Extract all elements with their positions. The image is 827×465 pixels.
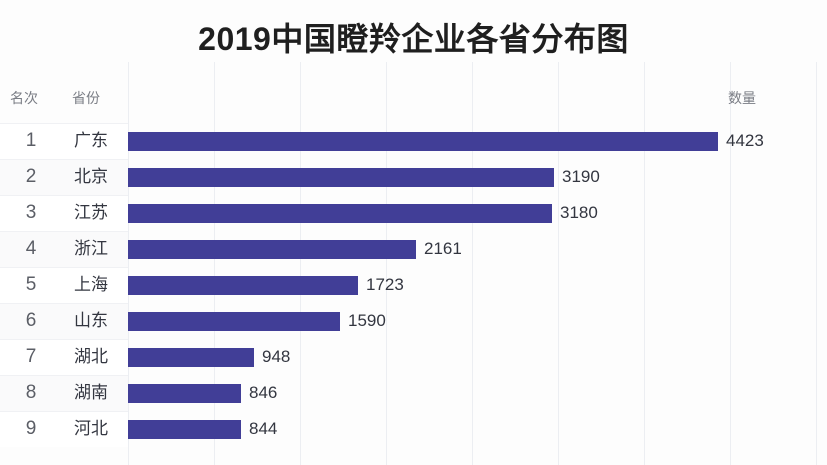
bar-track: 1723 <box>128 267 827 303</box>
bar[interactable] <box>128 348 254 367</box>
row-label-background <box>0 123 128 159</box>
row-label-background <box>0 375 128 411</box>
bar-value-label: 846 <box>249 383 278 402</box>
bar-value-label: 948 <box>262 347 291 366</box>
table-row[interactable]: 5 上海 1723 <box>0 267 827 303</box>
bar[interactable] <box>128 168 554 187</box>
row-label-background <box>0 159 128 195</box>
table-row[interactable]: 9 河北 844 <box>0 411 827 447</box>
column-header-province: 省份 <box>72 90 100 106</box>
table-row[interactable]: 8 湖南 846 <box>0 375 827 411</box>
rank-cell: 6 <box>25 310 37 331</box>
row-label-background <box>0 267 128 303</box>
bar[interactable] <box>128 204 552 223</box>
rank-cell: 7 <box>25 346 37 367</box>
province-cell: 河北 <box>74 419 108 438</box>
row-label-background <box>0 303 128 339</box>
province-cell: 湖北 <box>74 347 108 366</box>
province-cell: 上海 <box>74 275 108 294</box>
bar-value-label: 3190 <box>562 167 600 186</box>
row-label-background <box>0 231 128 267</box>
row-label-background <box>0 195 128 231</box>
province-cell: 北京 <box>74 167 108 186</box>
rank-cell: 2 <box>25 166 37 187</box>
bar-track: 844 <box>128 411 827 447</box>
rank-cell: 4 <box>25 238 37 259</box>
bar-track: 948 <box>128 339 827 375</box>
rank-cell: 1 <box>25 130 37 151</box>
bar-value-label: 1590 <box>348 311 386 330</box>
rank-cell: 3 <box>25 202 37 223</box>
rank-cell: 5 <box>25 274 37 295</box>
bar[interactable] <box>128 312 340 331</box>
bar-track: 3180 <box>128 195 827 231</box>
chart-rows: 1 广东 4423 2 北京 3190 3 江苏 3180 4 浙江 2161 5 上海 1723 6 山东 15… <box>0 123 827 447</box>
province-cell: 湖南 <box>74 383 108 402</box>
table-row[interactable]: 2 北京 3190 <box>0 159 827 195</box>
rank-cell: 9 <box>25 418 37 439</box>
bar-value-label: 2161 <box>424 239 462 258</box>
row-label-background <box>0 411 128 447</box>
page-title: 2019中国瞪羚企业各省分布图 <box>198 21 629 57</box>
bar-track: 3190 <box>128 159 827 195</box>
bar[interactable] <box>128 276 358 295</box>
bar-value-label: 844 <box>249 419 278 438</box>
bar-track: 4423 <box>128 123 827 159</box>
bar[interactable] <box>128 384 241 403</box>
table-row[interactable]: 3 江苏 3180 <box>0 195 827 231</box>
column-header-count: 数量 <box>728 90 756 106</box>
row-label-background <box>0 339 128 375</box>
province-cell: 浙江 <box>74 239 108 258</box>
bar[interactable] <box>128 132 718 151</box>
bar-value-label: 4423 <box>726 131 764 150</box>
column-header-rank: 名次 <box>10 90 38 106</box>
bar-track: 846 <box>128 375 827 411</box>
bar[interactable] <box>128 240 416 259</box>
table-row[interactable]: 4 浙江 2161 <box>0 231 827 267</box>
province-cell: 山东 <box>74 311 108 330</box>
table-row[interactable]: 1 广东 4423 <box>0 123 827 159</box>
bar[interactable] <box>128 420 241 439</box>
bar-track: 2161 <box>128 231 827 267</box>
table-row[interactable]: 6 山东 1590 <box>0 303 827 339</box>
rank-cell: 8 <box>25 382 37 403</box>
table-row[interactable]: 7 湖北 948 <box>0 339 827 375</box>
bar-value-label: 1723 <box>366 275 404 294</box>
bar-track: 1590 <box>128 303 827 339</box>
province-cell: 广东 <box>74 131 108 150</box>
bar-value-label: 3180 <box>560 203 598 222</box>
province-cell: 江苏 <box>74 203 108 222</box>
